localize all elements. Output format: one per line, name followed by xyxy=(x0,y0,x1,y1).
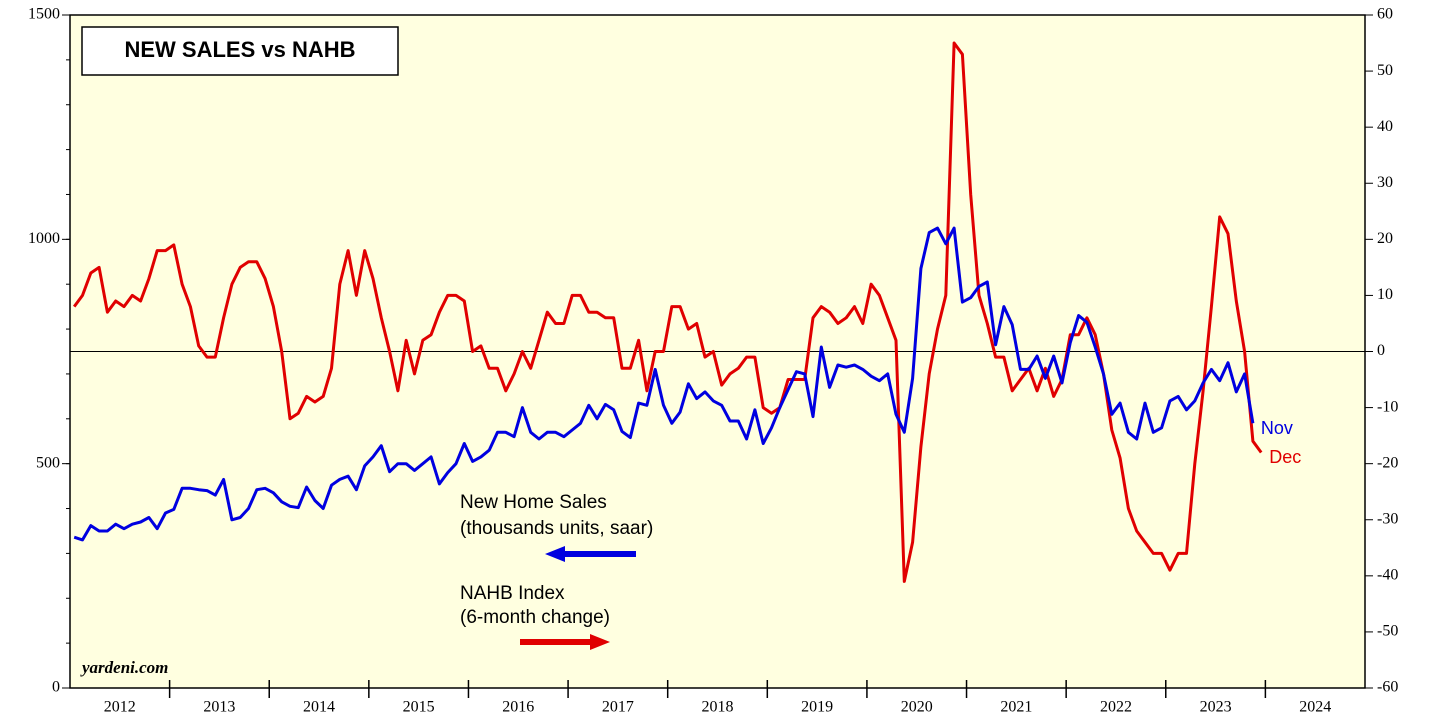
y-tick-label: 500 xyxy=(36,454,60,471)
source: yardeni.com xyxy=(80,658,168,677)
y2-tick-label: 50 xyxy=(1377,62,1393,79)
x-tick-label: 2014 xyxy=(303,699,335,716)
y2-tick-label: 10 xyxy=(1377,286,1393,303)
x-tick-label: 2020 xyxy=(901,699,933,716)
x-tick-label: 2023 xyxy=(1200,699,1232,716)
y-tick-label: 1500 xyxy=(28,6,60,23)
x-tick-label: 2022 xyxy=(1100,699,1132,716)
y2-tick-label: -60 xyxy=(1377,679,1398,696)
legend-label: New Home Sales xyxy=(460,492,607,513)
legend-label: NAHB Index xyxy=(460,583,565,604)
x-tick-label: 2012 xyxy=(104,699,136,716)
title-box xyxy=(81,26,399,76)
y2-tick-label: -40 xyxy=(1377,567,1398,584)
y-tick-label: 0 xyxy=(52,679,60,696)
x-tick-label: 2018 xyxy=(702,699,734,716)
x-tick-label: 2017 xyxy=(602,699,634,716)
y-tick-label: 1000 xyxy=(28,230,60,247)
y2-tick-label: 60 xyxy=(1377,6,1393,23)
x-tick-label: 2015 xyxy=(403,699,435,716)
y2-tick-label: 40 xyxy=(1377,118,1393,135)
y2-tick-label: -20 xyxy=(1377,454,1398,471)
y2-tick-label: -50 xyxy=(1377,623,1398,640)
legend-arrow-head xyxy=(590,634,610,650)
end-label: Dec xyxy=(1269,447,1301,467)
y2-tick-label: 0 xyxy=(1377,342,1385,359)
y2-tick-label: 30 xyxy=(1377,174,1393,191)
x-tick-label: 2016 xyxy=(502,699,534,716)
x-tick-label: 2021 xyxy=(1000,699,1032,716)
end-label: Nov xyxy=(1261,418,1293,438)
chart-title: NEW SALES vs NAHB xyxy=(124,37,355,62)
y2-tick-label: -30 xyxy=(1377,510,1398,527)
legend-note: (thousands units, saar) xyxy=(460,518,653,539)
legend-note: (6-month change) xyxy=(460,607,610,628)
legend-arrow-head xyxy=(545,546,565,562)
x-tick-label: 2024 xyxy=(1299,699,1331,716)
y2-tick-label: 20 xyxy=(1377,230,1393,247)
x-tick-label: 2013 xyxy=(203,699,235,716)
series-line xyxy=(73,226,1255,542)
x-tick-label: 2019 xyxy=(801,699,833,716)
y2-tick-label: -10 xyxy=(1377,398,1398,415)
